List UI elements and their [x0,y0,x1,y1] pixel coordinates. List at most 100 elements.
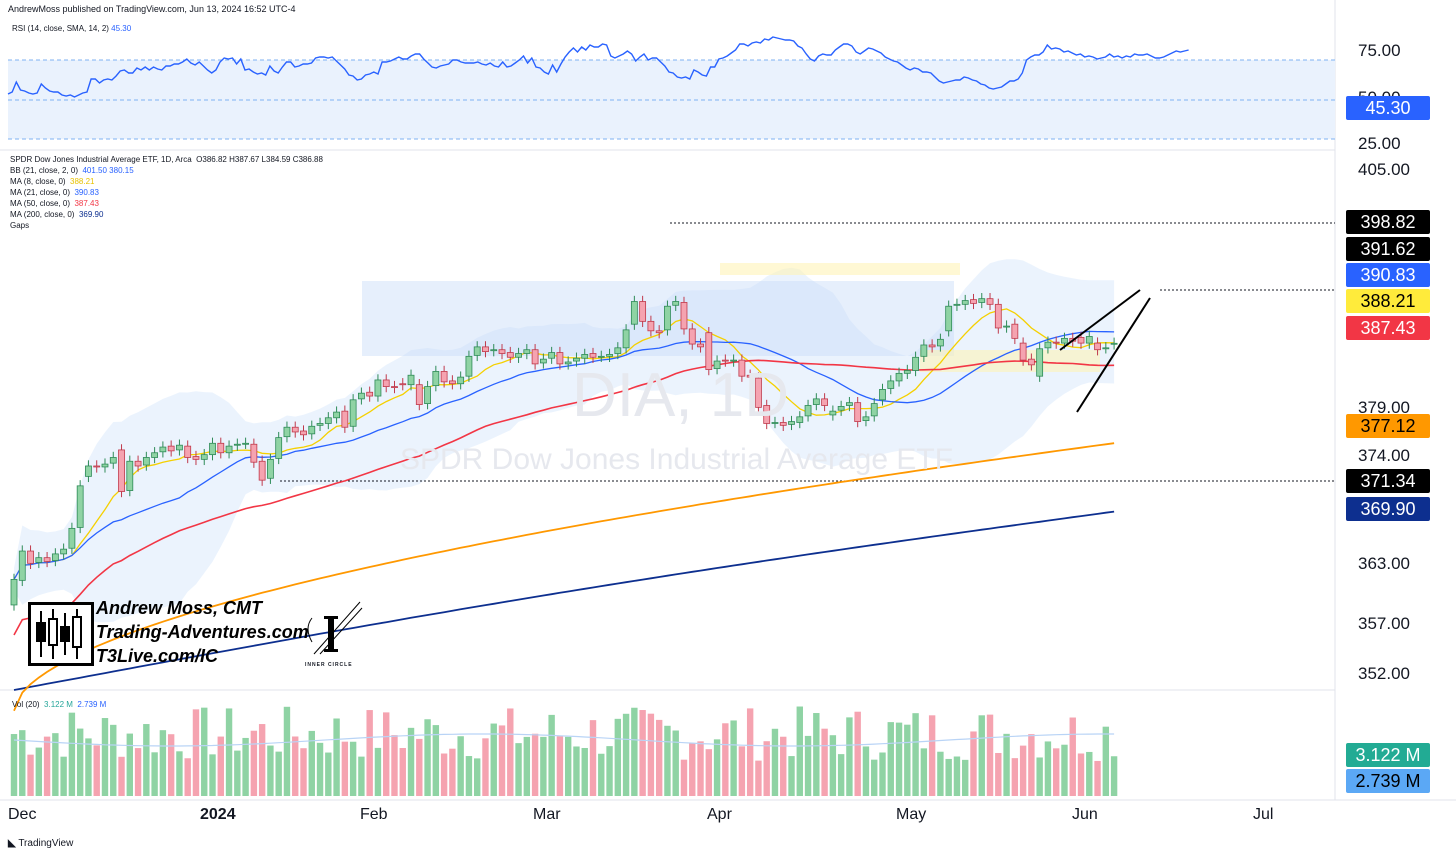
volume-bar [258,724,266,796]
ma-200-line [13,510,1115,691]
tag-398-82: 398.82 [1346,210,1430,234]
candle-body [357,392,365,400]
candle-body [837,406,845,411]
volume-bar [60,756,67,796]
candle-body [879,389,886,401]
volume-bar [151,752,158,796]
candle-body [134,460,142,467]
volume-bar [962,759,969,796]
volume-bar [713,739,721,796]
candle-body [1102,347,1110,350]
volume-bar [242,737,249,796]
rsi-legend: RSI (14, close, SMA, 14, 2) 45.30 [12,24,132,33]
footer-brand: ◣ TradingView [8,838,74,849]
volume-bar [788,756,795,796]
volume-bar [796,706,803,796]
volume-bar [730,720,737,796]
candle-body [93,465,101,468]
volume-bar [1003,733,1010,796]
candle-body [928,344,936,348]
ma-orange-line [13,442,1115,712]
volume-bar [143,724,150,796]
x-label-may: May [896,806,927,823]
volume-bar [515,743,522,796]
candle-body [903,370,911,374]
volume-bar [201,707,208,796]
volume-bar [1086,751,1093,796]
volume-bar [1044,741,1052,796]
volume-bar [325,752,332,796]
candle-body [870,403,878,417]
price-axis-405: 405.00 [1358,160,1410,179]
brand-site: Trading-Adventures.com [96,622,309,642]
candle-body [523,349,531,354]
volume-bar [804,735,812,796]
volume-bar [1110,756,1118,796]
volume-bar [76,728,84,796]
candle-body [862,416,870,422]
candle-body [994,303,1002,329]
volume-bar [35,747,43,796]
x-label-2024: 2024 [200,806,236,823]
legend-ma200: MA (200, close, 0) 369.90 [10,210,104,219]
volume-ma-tag: 2.739 M [1346,769,1430,793]
candle-body [473,346,481,356]
candle-body [589,353,597,358]
candle-body [630,301,638,325]
volume-bar [970,731,977,796]
candle-body [341,410,349,428]
candle-body [548,352,556,359]
x-label-feb: Feb [360,806,388,823]
volume-bar [531,733,539,796]
publish-info: AndrewMoss published on TradingView.com,… [8,4,296,14]
volume-bar [184,758,191,796]
candle-body [573,357,580,362]
candle-body [159,446,167,453]
volume-bar [217,736,224,796]
tag-ma21: 390.83 [1346,263,1430,287]
brand-logo [28,602,94,666]
volume-bar [358,756,365,796]
volume-bar [267,745,274,796]
volume-bar [250,730,258,796]
tag-377-12: 377.12 [1346,414,1430,438]
volume-tag: 3.122 M [1346,743,1430,767]
candle-body [581,354,589,359]
candle-body [217,442,225,454]
candle-body [597,355,605,358]
volume-bar [391,735,398,796]
candle-body [465,355,473,377]
volume-bar [27,754,34,796]
legend-bb: BB (21, close, 2, 0) 401.50 380.15 [10,166,134,175]
legend-gaps: Gaps [10,221,30,230]
candle-body [1085,336,1093,344]
volume-bar [424,719,431,796]
volume-bar [871,759,878,796]
candle-body [655,330,663,334]
volume-bar [192,709,200,796]
candle-body [118,449,125,492]
candle-body [233,443,241,446]
volume-bar [672,730,679,796]
tradingview-icon: ◣ [8,838,16,849]
rsi-axis-25: 25.00 [1358,134,1401,153]
candle-body [440,371,448,383]
candle-body [27,550,34,564]
bollinger-band [14,259,1115,623]
candle-body [382,379,390,387]
x-label-dec: Dec [8,806,37,823]
volume-bar [159,730,167,796]
candle-body [250,443,258,463]
candle-body [1094,342,1101,351]
volume-bar [43,736,51,796]
gap-box [362,281,954,356]
volume-bar [937,751,944,796]
rsi-current-tag: 45.30 [1346,96,1430,120]
candle-body [763,405,771,424]
candle-body [374,379,382,397]
tag-371-34: 371.34 [1346,469,1430,493]
candle-body [961,300,969,305]
volume-bar [581,747,588,796]
volume-bar [176,751,183,796]
